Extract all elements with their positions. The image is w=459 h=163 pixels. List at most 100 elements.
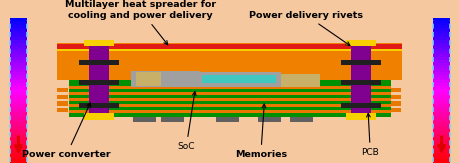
Bar <box>10 138 27 143</box>
Bar <box>10 115 27 119</box>
Bar <box>432 46 449 50</box>
Bar <box>57 101 67 106</box>
Bar <box>10 130 27 134</box>
Bar <box>10 28 27 33</box>
Bar <box>432 98 449 102</box>
Text: Power converter: Power converter <box>22 103 111 159</box>
Bar <box>432 138 449 143</box>
Bar <box>57 49 402 51</box>
Text: Power delivery rivets: Power delivery rivets <box>248 11 362 45</box>
Text: PCB: PCB <box>361 113 378 157</box>
Bar <box>84 40 114 46</box>
Bar <box>10 98 27 102</box>
Bar <box>69 98 390 101</box>
Bar <box>432 106 449 111</box>
Bar <box>432 124 449 128</box>
Bar <box>10 86 27 91</box>
Bar <box>432 156 449 160</box>
Bar <box>10 63 27 67</box>
Bar <box>69 86 390 89</box>
Bar <box>390 95 400 99</box>
Bar <box>341 103 380 108</box>
Bar <box>10 46 27 50</box>
Bar <box>432 75 449 79</box>
Bar <box>10 127 27 131</box>
Bar <box>390 88 400 92</box>
Bar <box>10 49 27 53</box>
Bar <box>10 150 27 154</box>
Bar <box>10 75 27 79</box>
Bar <box>10 34 27 38</box>
Bar <box>10 89 27 93</box>
Bar <box>131 71 200 87</box>
Bar <box>432 101 449 105</box>
Bar <box>289 117 312 122</box>
Bar <box>390 108 400 112</box>
Bar <box>10 60 27 65</box>
Bar <box>432 60 449 65</box>
Bar <box>432 43 449 47</box>
Bar <box>432 52 449 56</box>
Bar <box>10 40 27 44</box>
Bar <box>57 43 402 80</box>
Bar <box>432 133 449 137</box>
Bar <box>351 40 370 119</box>
Bar <box>432 28 449 33</box>
Bar <box>432 37 449 41</box>
Bar <box>10 101 27 105</box>
Bar <box>10 109 27 114</box>
Bar <box>432 121 449 125</box>
Bar <box>10 92 27 96</box>
Bar <box>202 75 275 83</box>
Bar <box>280 74 319 87</box>
Bar <box>10 144 27 148</box>
Bar <box>432 153 449 157</box>
Bar <box>432 127 449 131</box>
Bar <box>432 83 449 88</box>
Bar <box>10 124 27 128</box>
Bar <box>432 118 449 122</box>
Bar <box>10 37 27 41</box>
Bar <box>10 95 27 99</box>
Bar <box>432 141 449 146</box>
Bar <box>432 63 449 67</box>
Bar <box>432 80 449 85</box>
Bar <box>257 117 280 122</box>
Bar <box>10 80 27 85</box>
Bar <box>135 73 161 86</box>
Bar <box>10 112 27 117</box>
Bar <box>10 20 27 24</box>
Bar <box>10 69 27 73</box>
Bar <box>10 159 27 163</box>
Bar <box>432 49 449 53</box>
Bar <box>432 104 449 108</box>
Bar <box>89 40 108 119</box>
Bar <box>341 60 380 65</box>
Bar <box>432 40 449 44</box>
Bar <box>390 101 400 106</box>
Bar <box>432 159 449 163</box>
Bar <box>10 52 27 56</box>
Bar <box>10 118 27 122</box>
Bar <box>216 117 239 122</box>
Bar <box>10 54 27 59</box>
Bar <box>79 103 118 108</box>
Bar <box>432 20 449 24</box>
Bar <box>432 135 449 140</box>
Bar <box>432 34 449 38</box>
Bar <box>79 60 118 65</box>
Bar <box>197 73 280 87</box>
Bar <box>432 86 449 91</box>
Bar <box>10 133 27 137</box>
Bar <box>10 156 27 160</box>
Bar <box>133 117 156 122</box>
Bar <box>432 66 449 70</box>
Bar <box>161 117 184 122</box>
Bar <box>10 66 27 70</box>
Bar <box>432 25 449 30</box>
Bar <box>432 92 449 96</box>
Bar <box>345 113 375 119</box>
Bar <box>432 54 449 59</box>
Bar <box>57 108 67 112</box>
Bar <box>432 17 449 21</box>
